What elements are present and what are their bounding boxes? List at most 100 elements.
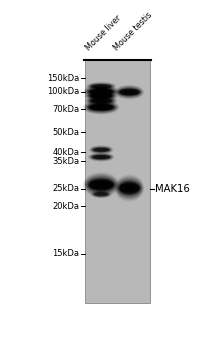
Ellipse shape (88, 104, 114, 111)
Ellipse shape (90, 94, 113, 98)
Ellipse shape (90, 181, 113, 189)
Ellipse shape (117, 178, 142, 198)
Ellipse shape (121, 184, 138, 192)
Ellipse shape (91, 94, 111, 98)
Ellipse shape (121, 90, 138, 95)
Text: 15kDa: 15kDa (52, 249, 79, 258)
Ellipse shape (89, 93, 114, 98)
Ellipse shape (119, 182, 139, 195)
Ellipse shape (93, 148, 109, 151)
Ellipse shape (89, 105, 113, 110)
Ellipse shape (120, 182, 139, 194)
Ellipse shape (88, 98, 114, 104)
Ellipse shape (88, 104, 115, 111)
Ellipse shape (93, 85, 110, 88)
Ellipse shape (87, 97, 115, 105)
Ellipse shape (94, 193, 108, 196)
Ellipse shape (92, 94, 111, 97)
Ellipse shape (96, 100, 107, 102)
Ellipse shape (92, 148, 110, 152)
Ellipse shape (118, 181, 141, 196)
Ellipse shape (94, 156, 109, 159)
Text: 20kDa: 20kDa (52, 202, 79, 211)
Ellipse shape (92, 99, 110, 102)
Ellipse shape (90, 90, 112, 93)
Ellipse shape (89, 104, 113, 110)
Ellipse shape (91, 155, 111, 160)
Ellipse shape (86, 88, 116, 96)
Ellipse shape (91, 105, 112, 109)
Ellipse shape (89, 179, 114, 191)
Ellipse shape (124, 186, 135, 190)
Ellipse shape (93, 148, 109, 152)
Ellipse shape (86, 88, 116, 96)
Ellipse shape (87, 92, 115, 99)
Ellipse shape (87, 93, 115, 99)
Ellipse shape (119, 182, 140, 194)
Ellipse shape (117, 178, 142, 197)
Ellipse shape (90, 105, 112, 110)
Ellipse shape (120, 183, 139, 193)
Ellipse shape (95, 183, 107, 187)
Ellipse shape (89, 98, 114, 104)
Ellipse shape (121, 184, 138, 192)
Ellipse shape (90, 90, 112, 94)
Ellipse shape (95, 91, 107, 92)
Ellipse shape (90, 94, 112, 98)
Ellipse shape (98, 194, 105, 195)
Text: 100kDa: 100kDa (47, 88, 79, 96)
Ellipse shape (97, 156, 106, 158)
Ellipse shape (117, 179, 141, 197)
Text: MAK16: MAK16 (155, 184, 190, 194)
Ellipse shape (87, 103, 116, 112)
Ellipse shape (93, 155, 109, 159)
Ellipse shape (87, 178, 115, 192)
Ellipse shape (92, 99, 110, 102)
Ellipse shape (117, 87, 142, 98)
Ellipse shape (91, 94, 112, 98)
Ellipse shape (119, 181, 140, 195)
Ellipse shape (89, 89, 114, 95)
Ellipse shape (120, 184, 139, 192)
Ellipse shape (118, 180, 141, 196)
Ellipse shape (90, 84, 112, 89)
Ellipse shape (85, 102, 117, 113)
Ellipse shape (116, 177, 142, 199)
Ellipse shape (120, 90, 138, 95)
Ellipse shape (92, 85, 110, 88)
Ellipse shape (120, 90, 139, 95)
Ellipse shape (95, 106, 107, 108)
Ellipse shape (90, 94, 112, 98)
Ellipse shape (91, 85, 112, 88)
Ellipse shape (95, 149, 108, 151)
Ellipse shape (121, 185, 137, 191)
Ellipse shape (89, 89, 113, 94)
Ellipse shape (89, 84, 113, 89)
Ellipse shape (94, 156, 108, 158)
Text: Mouse liver: Mouse liver (84, 14, 123, 53)
Text: 25kDa: 25kDa (52, 184, 79, 194)
Ellipse shape (88, 179, 114, 190)
Ellipse shape (87, 177, 116, 192)
Ellipse shape (91, 85, 111, 88)
Ellipse shape (86, 176, 116, 194)
Ellipse shape (90, 94, 112, 97)
Ellipse shape (90, 98, 112, 103)
Ellipse shape (85, 102, 117, 113)
Ellipse shape (92, 85, 111, 88)
Ellipse shape (90, 105, 113, 109)
Ellipse shape (92, 155, 110, 159)
Ellipse shape (87, 103, 115, 111)
Ellipse shape (87, 88, 116, 95)
Ellipse shape (88, 93, 114, 99)
Ellipse shape (95, 95, 107, 97)
Ellipse shape (94, 148, 108, 151)
Ellipse shape (93, 156, 109, 159)
Ellipse shape (86, 102, 116, 112)
Ellipse shape (120, 90, 139, 94)
Ellipse shape (90, 105, 112, 110)
Ellipse shape (93, 148, 110, 152)
Ellipse shape (90, 98, 113, 103)
Ellipse shape (120, 89, 139, 95)
Ellipse shape (119, 89, 139, 96)
